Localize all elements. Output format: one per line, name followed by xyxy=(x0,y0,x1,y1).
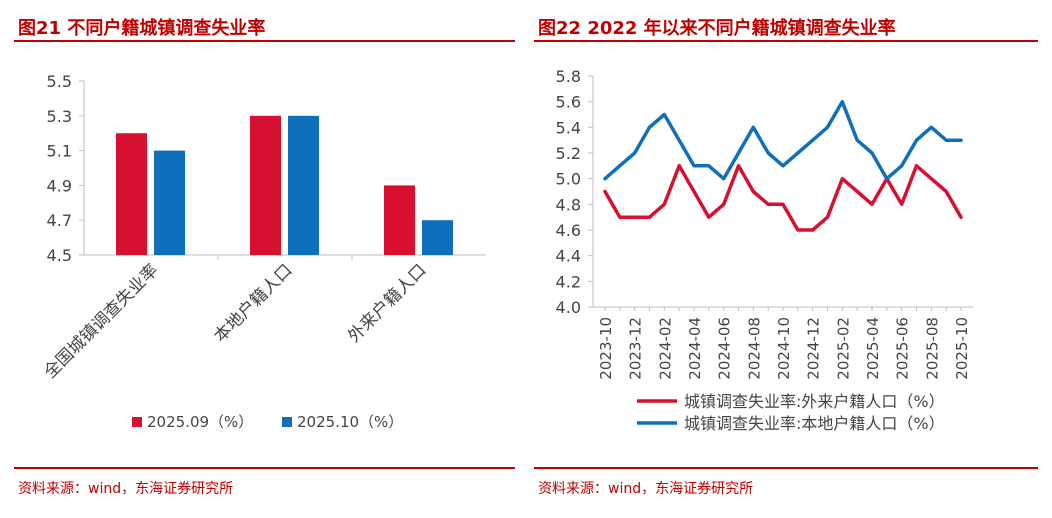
figure21-title-rule xyxy=(14,40,515,42)
x-tick-label: 2024-12 xyxy=(805,317,823,380)
y-tick-label: 5.2 xyxy=(556,144,581,163)
y-tick-label: 5.1 xyxy=(47,142,72,161)
y-tick-label: 4.4 xyxy=(556,247,581,266)
y-tick-label: 5.4 xyxy=(556,118,581,137)
y-tick-label: 5.0 xyxy=(556,170,581,189)
bar-2-2 xyxy=(288,115,319,255)
category-label: 本地户籍人口 xyxy=(210,260,296,346)
y-tick-label: 4.9 xyxy=(47,176,72,195)
category-label: 外来户籍人口 xyxy=(344,260,430,346)
bar-1-1 xyxy=(116,133,147,255)
y-tick-label: 4.6 xyxy=(556,221,581,240)
bar-1-3 xyxy=(384,185,415,255)
x-tick-label: 2025-10 xyxy=(953,317,971,380)
y-tick-label: 5.3 xyxy=(47,107,72,126)
x-tick-label: 2025-08 xyxy=(923,317,941,380)
legend-swatch-2 xyxy=(282,417,292,427)
x-tick-label: 2024-08 xyxy=(745,317,763,380)
figure22-title-rule xyxy=(534,40,1038,42)
y-tick-label: 5.8 xyxy=(556,67,581,86)
y-tick-label: 4.7 xyxy=(47,211,72,230)
y-tick-label: 4.5 xyxy=(47,246,72,265)
bar-2-1 xyxy=(154,150,185,255)
legend-label-2: 2025.10（%） xyxy=(297,413,403,431)
bar-1-2 xyxy=(250,115,281,255)
x-tick-label: 2023-10 xyxy=(597,317,615,380)
y-tick-label: 5.5 xyxy=(47,72,72,91)
x-tick-label: 2023-12 xyxy=(627,317,645,380)
x-tick-label: 2025-02 xyxy=(834,317,852,380)
legend-label-1: 2025.09（%） xyxy=(147,413,253,431)
line-chart: 4.0 4.2 4.4 4.6 4.8 5.0 5.2 5.4 5.6 5.8 2023-10 202… xyxy=(556,67,973,433)
series-line-1 xyxy=(603,164,963,232)
figure22-source-rule xyxy=(534,467,1038,469)
legend-label-2: 城镇调查失业率:本地户籍人口（%） xyxy=(684,414,945,433)
x-tick-label: 2024-06 xyxy=(716,317,734,380)
legend-swatch-1 xyxy=(132,417,142,427)
figure21-source-rule xyxy=(14,467,515,469)
x-tick-label: 2024-04 xyxy=(686,317,704,380)
bar-2-3 xyxy=(422,220,453,255)
figure21-source: 资料来源：wind，东海证券研究所 xyxy=(18,481,234,497)
figure21-title: 图21 不同户籍城镇调查失业率 xyxy=(18,18,266,39)
series-line-2 xyxy=(603,99,963,181)
x-tick-label: 2025-06 xyxy=(894,317,912,380)
y-tick-label: 4.2 xyxy=(556,272,581,291)
y-tick-label: 5.6 xyxy=(556,93,581,112)
y-tick-label: 4.0 xyxy=(556,298,581,317)
x-tick-label: 2024-02 xyxy=(656,317,674,380)
x-tick-label: 2025-04 xyxy=(864,317,882,380)
category-label: 全国城镇调查失业率 xyxy=(40,260,162,382)
x-tick-label: 2024-10 xyxy=(775,317,793,380)
legend-label-1: 城镇调查失业率:外来户籍人口（%） xyxy=(684,392,945,411)
figure22-source: 资料来源：wind，东海证券研究所 xyxy=(538,481,754,497)
figure22-title: 图22 2022 年以来不同户籍城镇调查失业率 xyxy=(538,18,896,39)
y-tick-label: 4.8 xyxy=(556,195,581,214)
bar-chart: 4.5 4.7 4.9 5.1 5.3 5.5 全国城镇调查失业率 本地户籍人口 外来户籍人口 2… xyxy=(40,72,486,431)
